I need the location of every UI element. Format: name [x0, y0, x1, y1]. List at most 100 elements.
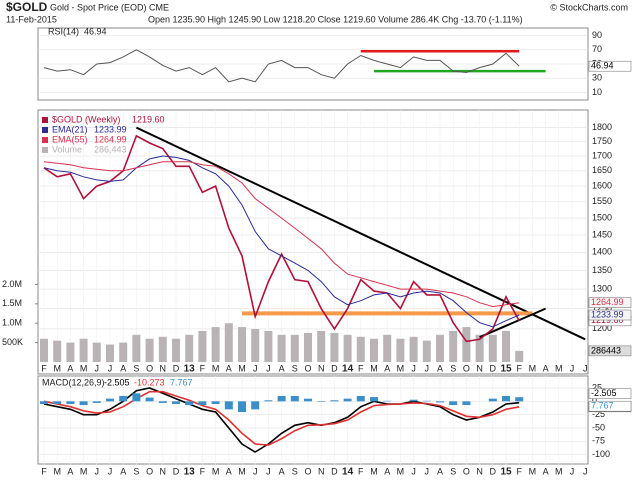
histogram-bar	[264, 400, 273, 402]
value-flag: 286443	[591, 345, 621, 355]
volume-bar	[436, 334, 444, 362]
x-tick-label: 13	[184, 364, 196, 375]
x-tick-label: A	[384, 363, 390, 373]
x-tick-label: J	[425, 466, 430, 476]
x-tick-label: F	[516, 466, 522, 476]
y-tick-label: 1600	[592, 180, 612, 190]
x-tick-label: F	[41, 363, 47, 373]
y-tick-label: 30	[592, 73, 602, 83]
x-tick-label: S	[292, 466, 298, 476]
x-tick-label: A	[120, 466, 126, 476]
volume-bar	[119, 342, 128, 362]
x-tick-label: M	[529, 363, 537, 373]
value-flag-box	[588, 388, 632, 399]
y-tick-label: 1350	[592, 265, 612, 275]
instrument-name: Gold - Spot Price (EOD) CME	[50, 2, 169, 12]
x-tick-label: F	[516, 363, 522, 373]
y-tick-label: 70	[592, 44, 602, 54]
y2-tick-label: 1.5M	[2, 298, 22, 308]
x-tick-label: O	[463, 363, 470, 373]
histogram-bar	[462, 401, 471, 406]
x-tick-label: J	[95, 363, 100, 373]
histogram-bar	[422, 400, 431, 402]
y-tick-label: 1450	[592, 229, 612, 239]
x-tick-label: J	[108, 363, 113, 373]
y-tick-label: 1750	[592, 136, 612, 146]
volume-bar	[264, 330, 273, 362]
x-tick-label: 14	[342, 467, 354, 478]
rsi-line	[43, 49, 520, 83]
x-tick-label: F	[200, 466, 206, 476]
y-tick-label: 1800	[592, 122, 612, 132]
volume-bar	[343, 334, 352, 362]
date: 11-Feb-2015	[6, 14, 57, 24]
x-tick-label: A	[279, 466, 285, 476]
x-tick-label: J	[266, 466, 271, 476]
histogram-bar	[502, 396, 510, 402]
x-tick-label: D	[490, 363, 497, 373]
legend-name: RSI(14)	[48, 26, 79, 36]
price-panel	[37, 109, 589, 375]
y-tick-label: 1300	[592, 284, 612, 294]
legend-value: 46.94	[84, 26, 107, 36]
x-tick-label: A	[543, 363, 549, 373]
volume-bar	[106, 344, 114, 362]
volume-bar	[172, 338, 180, 362]
value-flag: 7.767	[591, 401, 614, 411]
x-tick-label: M	[238, 363, 246, 373]
symbol: $GOLD	[6, 0, 48, 14]
y-tick-label: 1250	[592, 303, 612, 313]
volume-bar	[185, 334, 194, 362]
volume-bar	[502, 330, 510, 362]
histogram-bar	[436, 401, 444, 403]
histogram-bar	[488, 398, 497, 402]
histogram-bar	[449, 401, 458, 406]
x-tick-label: M	[238, 466, 246, 476]
x-tick-label: O	[304, 363, 311, 373]
legend-value: 1264.99	[94, 134, 127, 144]
x-tick-label: M	[555, 363, 563, 373]
legend-name: Volume	[52, 144, 82, 154]
x-tick-label: S	[450, 466, 456, 476]
histogram-bar	[317, 401, 326, 402]
value-flag-box	[588, 309, 632, 321]
x-tick-label: 15	[500, 467, 512, 478]
x-tick-label: M	[212, 363, 220, 373]
y-tick-label: -100	[592, 449, 610, 459]
x-tick-label: O	[463, 466, 470, 476]
x-tick-label: D	[331, 363, 338, 373]
y-tick-label: 90	[592, 30, 602, 40]
histogram-bar	[383, 400, 392, 402]
value-flag-box	[588, 400, 632, 412]
histogram-bar	[304, 398, 312, 402]
value-flag: 46.94	[591, 61, 614, 71]
y2-tick-label: 500K	[2, 337, 23, 347]
x-tick-label: M	[212, 466, 220, 476]
volume-bar	[198, 330, 207, 362]
y-tick-label: 25	[592, 382, 602, 392]
volume-bar	[92, 342, 101, 362]
volume-bar	[330, 332, 339, 362]
histogram-bar	[238, 401, 246, 412]
x-tick-label: N	[476, 466, 483, 476]
x-tick-label: S	[292, 363, 298, 373]
volume-bar	[211, 327, 220, 362]
x-tick-label: 14	[342, 364, 354, 375]
x-tick-label: F	[358, 363, 364, 373]
y-tick-label: 1500	[592, 212, 612, 222]
x-tick-label: A	[437, 466, 443, 476]
x-tick-label: O	[146, 363, 153, 373]
x-tick-label: A	[543, 466, 549, 476]
x-tick-label: S	[133, 363, 139, 373]
y2-tick-label: 2.0M	[2, 279, 22, 289]
legend-value: -10.273	[134, 377, 165, 387]
volume-bar	[449, 330, 458, 362]
volume-bar	[462, 327, 471, 362]
volume-bar	[396, 338, 405, 362]
x-tick-label: M	[80, 363, 88, 373]
x-tick-label: M	[370, 466, 378, 476]
legend-swatch	[42, 127, 48, 133]
trend-line	[479, 307, 546, 339]
histogram-bar	[277, 396, 286, 402]
